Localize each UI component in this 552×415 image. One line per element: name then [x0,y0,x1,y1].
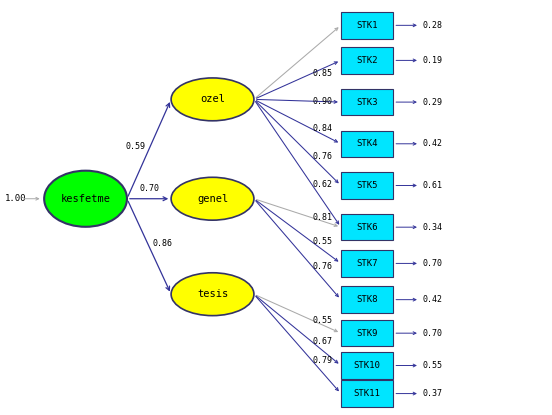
Text: 0.55: 0.55 [312,316,332,325]
Text: STK1: STK1 [357,21,378,30]
Text: STK10: STK10 [354,361,380,370]
Text: STK6: STK6 [357,223,378,232]
Ellipse shape [171,273,254,316]
Text: 0.55: 0.55 [422,361,442,370]
Text: 0.59: 0.59 [126,142,146,151]
Text: ozel: ozel [200,94,225,104]
FancyBboxPatch shape [341,172,393,199]
Text: 0.90: 0.90 [312,97,332,106]
Text: 0.70: 0.70 [422,259,442,268]
Text: 0.28: 0.28 [422,21,442,30]
Text: 0.55: 0.55 [312,237,332,247]
Text: 0.70: 0.70 [139,185,159,193]
Text: STK4: STK4 [357,139,378,148]
Text: STK3: STK3 [357,98,378,107]
Text: STK5: STK5 [357,181,378,190]
FancyBboxPatch shape [341,131,393,157]
Text: 0.62: 0.62 [312,180,332,189]
Text: STK9: STK9 [357,329,378,338]
Text: 0.42: 0.42 [422,295,442,304]
Text: 0.29: 0.29 [422,98,442,107]
Text: 0.61: 0.61 [422,181,442,190]
Text: genel: genel [197,194,228,204]
FancyBboxPatch shape [341,380,393,407]
Text: tesis: tesis [197,289,228,299]
FancyBboxPatch shape [341,286,393,313]
FancyBboxPatch shape [341,12,393,39]
Text: STK2: STK2 [357,56,378,65]
Text: 0.79: 0.79 [312,356,332,365]
Text: 0.86: 0.86 [152,239,172,248]
Text: 1.00: 1.00 [4,194,26,203]
FancyBboxPatch shape [341,320,393,347]
Text: 0.76: 0.76 [312,261,332,271]
FancyBboxPatch shape [341,89,393,115]
Text: 0.81: 0.81 [312,213,332,222]
Ellipse shape [171,78,254,121]
FancyBboxPatch shape [341,47,393,73]
Text: 0.34: 0.34 [422,223,442,232]
Text: 0.76: 0.76 [312,152,332,161]
Text: STK8: STK8 [357,295,378,304]
FancyBboxPatch shape [341,250,393,277]
Text: 0.19: 0.19 [422,56,442,65]
Text: kesfetme: kesfetme [61,194,110,204]
Text: 0.37: 0.37 [422,389,442,398]
FancyBboxPatch shape [341,352,393,379]
Text: STK7: STK7 [357,259,378,268]
Text: 0.70: 0.70 [422,329,442,338]
Ellipse shape [171,177,254,220]
Text: 0.42: 0.42 [422,139,442,148]
Ellipse shape [44,171,127,227]
FancyBboxPatch shape [341,214,393,240]
Text: 0.67: 0.67 [312,337,332,346]
Text: 0.84: 0.84 [312,124,332,134]
Text: STK11: STK11 [354,389,380,398]
Text: 0.85: 0.85 [312,69,332,78]
